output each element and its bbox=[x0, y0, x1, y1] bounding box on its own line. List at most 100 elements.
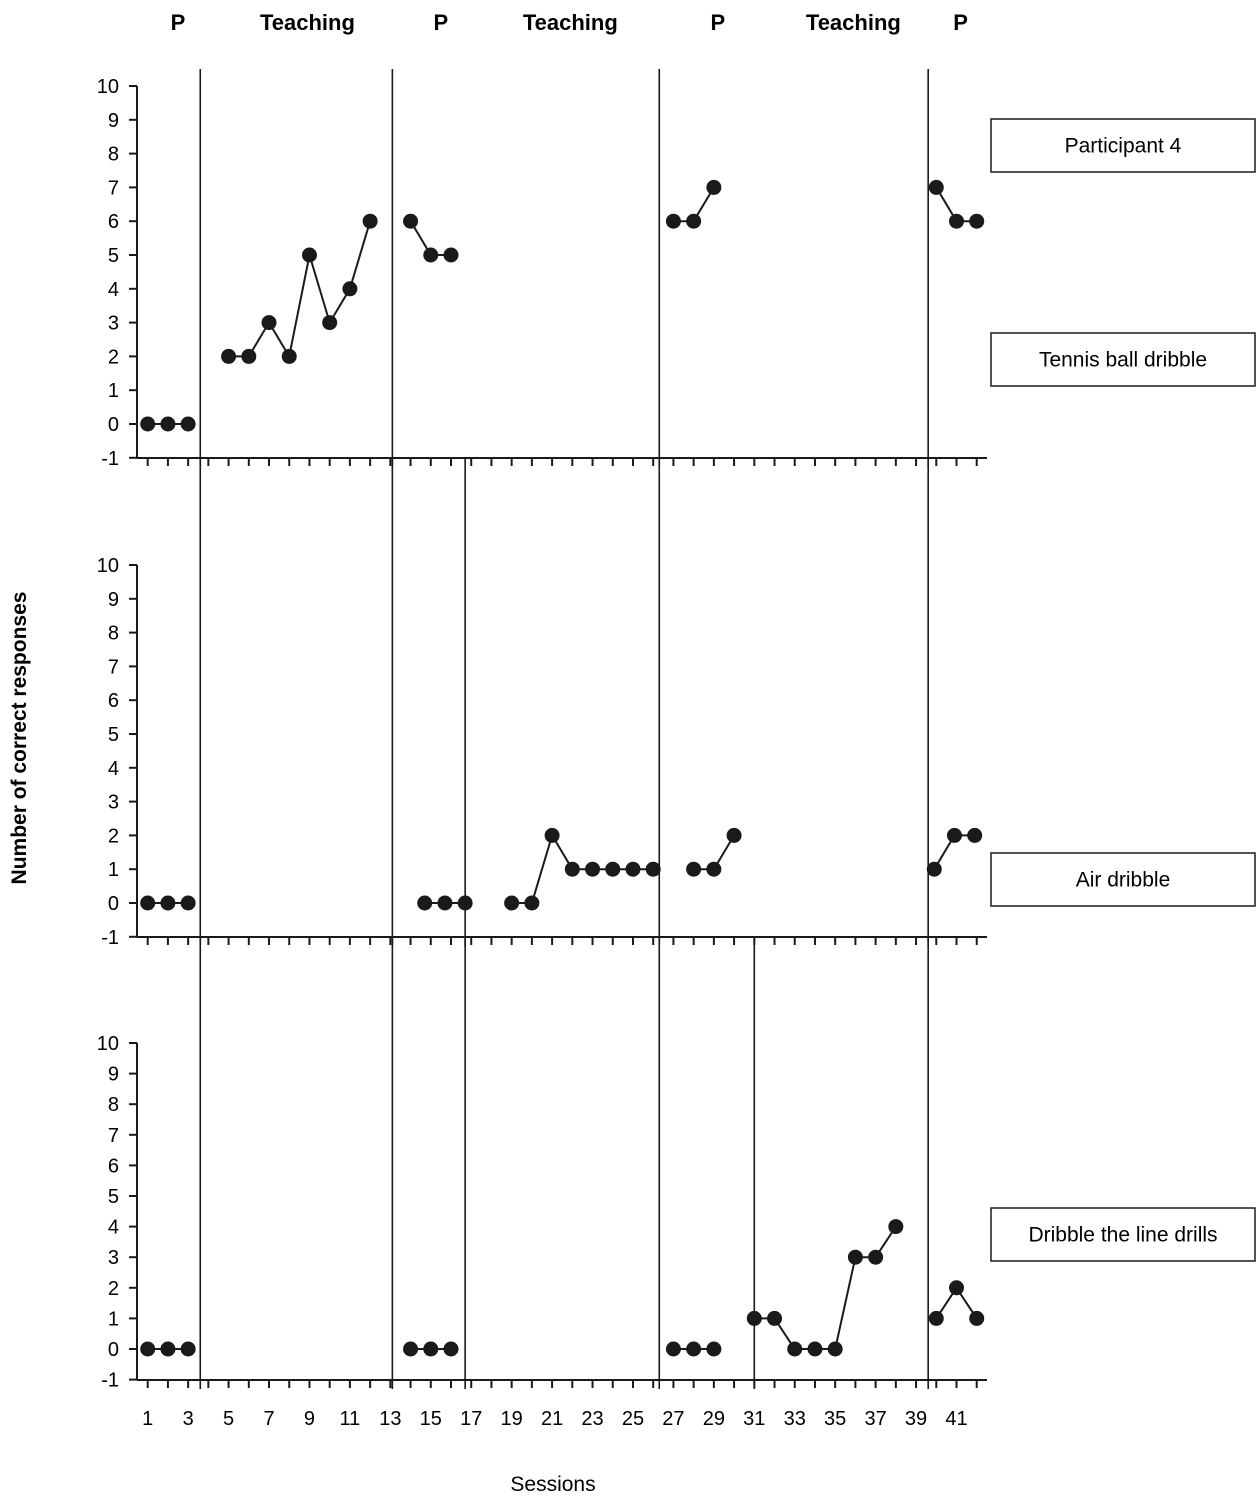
data-point bbox=[726, 827, 742, 843]
x-tick-label: 33 bbox=[784, 1408, 806, 1430]
y-tick-label: 10 bbox=[97, 76, 119, 98]
y-tick-label: 10 bbox=[97, 555, 119, 577]
data-point bbox=[868, 1249, 884, 1265]
panel-name-label: Dribble the line drills bbox=[1028, 1224, 1217, 1247]
x-tick-label: 7 bbox=[263, 1408, 274, 1430]
x-tick-label: 15 bbox=[420, 1408, 442, 1430]
data-point bbox=[665, 213, 681, 229]
data-point bbox=[888, 1219, 904, 1235]
x-tick-label: 37 bbox=[864, 1408, 886, 1430]
y-tick-label: -1 bbox=[101, 448, 119, 470]
y-tick-label: 0 bbox=[108, 893, 119, 915]
x-tick-label: 19 bbox=[501, 1408, 523, 1430]
y-tick-label: 1 bbox=[108, 859, 119, 881]
y-tick-label: -1 bbox=[101, 927, 119, 949]
label-box bbox=[990, 1207, 1256, 1262]
x-tick-label: 3 bbox=[183, 1408, 194, 1430]
data-point bbox=[807, 1341, 823, 1357]
y-tick-label: 10 bbox=[97, 1033, 119, 1055]
y-tick-label: 8 bbox=[108, 623, 119, 645]
y-tick-label: 0 bbox=[108, 1339, 119, 1361]
y-tick-label: 6 bbox=[108, 211, 119, 233]
x-tick-label: 39 bbox=[905, 1408, 927, 1430]
phase-label: Teaching bbox=[806, 10, 901, 35]
phase-label: P bbox=[711, 10, 726, 35]
y-axis-title: Number of correct responses bbox=[8, 592, 31, 885]
phase-label: P bbox=[171, 10, 186, 35]
y-tick-label: 7 bbox=[108, 177, 119, 199]
data-point bbox=[928, 1310, 944, 1326]
y-tick-label: 6 bbox=[108, 1155, 119, 1177]
data-point bbox=[140, 895, 156, 911]
data-point bbox=[686, 213, 702, 229]
data-point bbox=[140, 1341, 156, 1357]
data-point bbox=[665, 1341, 681, 1357]
y-tick-label: 5 bbox=[108, 1186, 119, 1208]
data-point bbox=[342, 281, 358, 297]
data-point bbox=[585, 861, 601, 877]
data-point bbox=[645, 861, 661, 877]
data-point bbox=[160, 895, 176, 911]
x-tick-label: 13 bbox=[379, 1408, 401, 1430]
data-point bbox=[281, 348, 297, 364]
data-point bbox=[437, 895, 453, 911]
data-point bbox=[847, 1249, 863, 1265]
data-point bbox=[322, 315, 338, 331]
data-point bbox=[686, 1341, 702, 1357]
data-point bbox=[706, 179, 722, 195]
data-point bbox=[946, 827, 962, 843]
y-tick-label: 8 bbox=[108, 1094, 119, 1116]
y-tick-label: 6 bbox=[108, 690, 119, 712]
y-tick-label: 2 bbox=[108, 825, 119, 847]
x-tick-label: 25 bbox=[622, 1408, 644, 1430]
data-point bbox=[241, 348, 257, 364]
data-point bbox=[443, 247, 459, 263]
data-point bbox=[787, 1341, 803, 1357]
side-label-boxes: Participant 4 Tennis ball dribble Air drib… bbox=[990, 118, 1256, 1262]
data-point bbox=[362, 213, 378, 229]
panel: -1 0 1 2 3 4 5 6 7 8 9 10 bbox=[97, 458, 987, 949]
data-point bbox=[544, 827, 560, 843]
y-tick-label: 9 bbox=[108, 1064, 119, 1086]
data-point bbox=[928, 179, 944, 195]
y-tick-label: 5 bbox=[108, 245, 119, 267]
x-tick-label: 17 bbox=[460, 1408, 482, 1430]
y-tick-label: -1 bbox=[101, 1370, 119, 1392]
data-point bbox=[160, 1341, 176, 1357]
x-tick-label: 29 bbox=[703, 1408, 725, 1430]
y-tick-label: 2 bbox=[108, 346, 119, 368]
x-tick-labels: 1 3 5 7 9 11 13 15 17 19 21 23 25 27 29 31 33 35 37 39 41 bbox=[142, 1408, 967, 1430]
chart-panels: -1 0 1 2 3 4 5 6 7 8 9 10 -1 0 1 2 3 4 5 6 7 8 9 10 -1 0 1 2 3 4 5 6 7 8 9… bbox=[97, 69, 987, 1392]
data-point bbox=[706, 1341, 722, 1357]
x-tick-label: 41 bbox=[945, 1408, 967, 1430]
y-tick-label: 3 bbox=[108, 792, 119, 814]
x-tick-label: 23 bbox=[581, 1408, 603, 1430]
data-point bbox=[423, 247, 439, 263]
label-box bbox=[990, 852, 1256, 907]
data-point bbox=[160, 416, 176, 432]
phase-label: P bbox=[953, 10, 968, 35]
y-tick-label: 7 bbox=[108, 1125, 119, 1147]
panel: -1 0 1 2 3 4 5 6 7 8 9 10 bbox=[97, 937, 987, 1392]
x-tick-label: 35 bbox=[824, 1408, 846, 1430]
x-tick-label: 31 bbox=[743, 1408, 765, 1430]
y-tick-label: 5 bbox=[108, 724, 119, 746]
x-tick-label: 27 bbox=[662, 1408, 684, 1430]
data-point bbox=[524, 895, 540, 911]
data-point bbox=[949, 213, 964, 229]
data-point bbox=[403, 1341, 419, 1357]
data-point bbox=[605, 861, 621, 877]
data-point bbox=[969, 213, 985, 229]
participant-label: Participant 4 bbox=[1065, 135, 1182, 158]
y-tick-label: 8 bbox=[108, 144, 119, 166]
data-point bbox=[827, 1341, 843, 1357]
phase-label: Teaching bbox=[523, 10, 618, 35]
data-point bbox=[301, 247, 317, 263]
data-point bbox=[949, 1280, 964, 1296]
y-tick-label: 7 bbox=[108, 656, 119, 678]
y-tick-label: 3 bbox=[108, 313, 119, 335]
y-tick-label: 3 bbox=[108, 1247, 119, 1269]
data-point bbox=[706, 861, 722, 877]
data-point bbox=[967, 827, 983, 843]
